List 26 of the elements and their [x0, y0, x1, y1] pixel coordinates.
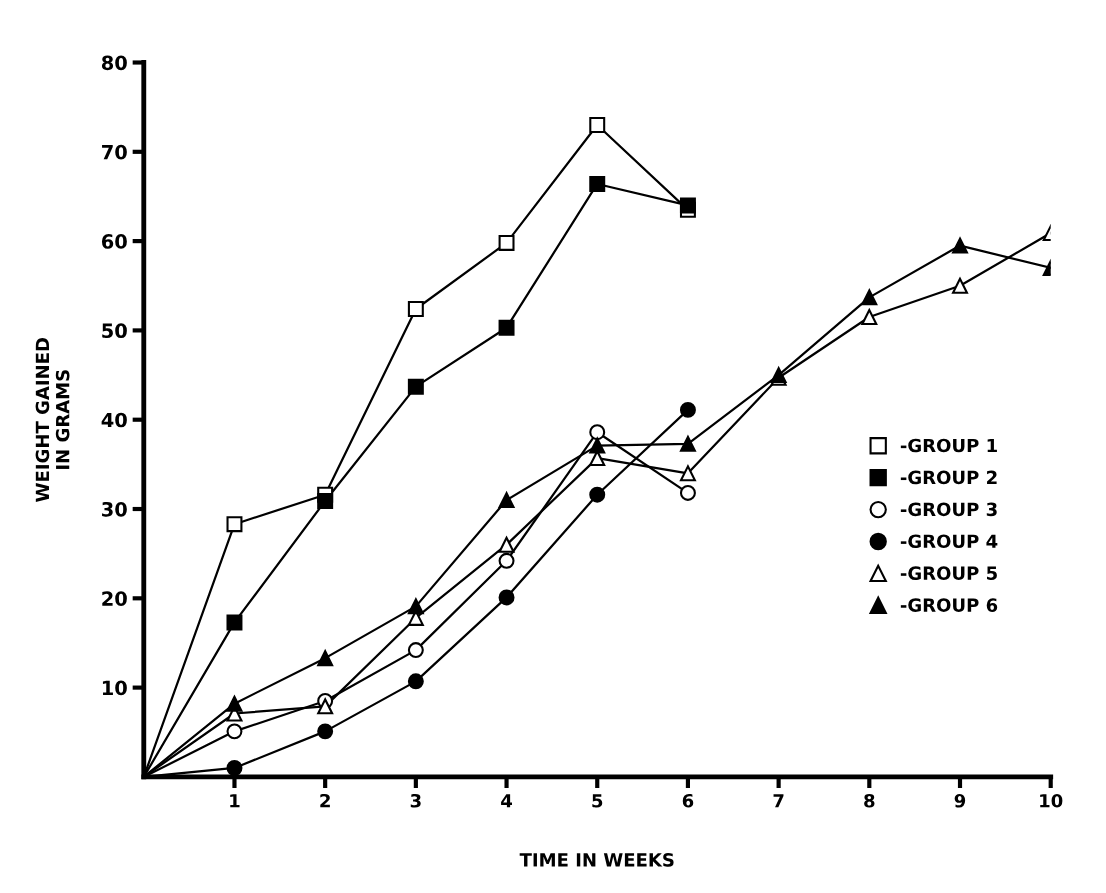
y-tick-label: 40: [101, 412, 127, 428]
legend-label: -GROUP 6: [900, 598, 998, 612]
x-tick-label: 6: [682, 793, 694, 808]
x-tick-label: 4: [501, 794, 512, 808]
y-tick-label: 20: [102, 591, 127, 606]
y-tick-label: 30: [102, 501, 127, 517]
y-tick-label: 50: [102, 323, 127, 339]
x-tick-label: 5: [592, 794, 603, 808]
x-tick-label: 8: [864, 793, 875, 808]
y-tick-label: 80: [101, 55, 127, 71]
x-tick-label: 7: [773, 794, 784, 808]
x-tick-label: 2: [320, 793, 330, 808]
x-tick-label: 10: [1040, 793, 1063, 808]
x-tick-label: 3: [410, 793, 421, 808]
legend-label: -GROUP 3: [900, 502, 997, 517]
legend-label: -GROUP 1: [900, 438, 997, 453]
x-axis-title: TIME IN WEEKS: [519, 853, 674, 867]
y-tick-label: 70: [102, 144, 127, 160]
legend-label: -GROUP 5: [900, 566, 997, 580]
legend-label: -GROUP 4: [900, 534, 998, 549]
y-axis-title: WEIGHT GAINED IN GRAMS: [35, 337, 70, 502]
x-tick-label: 9: [954, 793, 966, 808]
legend-label: -GROUP 2: [900, 470, 997, 485]
y-tick-label: 10: [102, 680, 127, 696]
y-tick-label: 60: [101, 234, 127, 249]
x-tick-label: 1: [230, 794, 240, 808]
